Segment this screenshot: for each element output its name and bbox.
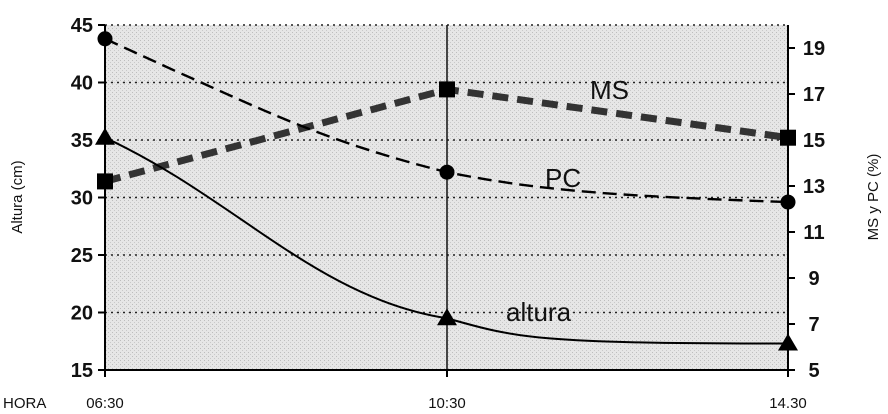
right-tick-label: 17 xyxy=(803,84,825,106)
series-point-altura xyxy=(95,127,115,145)
left-tick-label: 45 xyxy=(71,15,93,37)
x-axis-label: HORA xyxy=(3,395,46,412)
series-layer xyxy=(95,31,798,351)
left-tick-label: 15 xyxy=(71,360,93,382)
right-tick-label: 15 xyxy=(803,130,825,152)
right-tick-label: 11 xyxy=(803,222,824,244)
axes: 15 20 25 30 35 40 45 5 7 9 11 13 15 17 19 06:30 10:30 14.… xyxy=(71,15,825,412)
x-tick-label: 06:30 xyxy=(86,395,124,412)
series-point-ms xyxy=(780,129,796,146)
series-point-ms xyxy=(97,173,113,190)
x-tick-label: 10:30 xyxy=(428,395,466,412)
annotation-pc: PC xyxy=(545,163,581,193)
right-tick-label: 9 xyxy=(808,268,819,290)
right-tick-label: 19 xyxy=(803,38,825,60)
right-tick-label: 7 xyxy=(808,314,819,336)
series-point-pc xyxy=(97,31,113,47)
annotation-ms: MS xyxy=(590,75,629,105)
right-tick-label: 13 xyxy=(803,176,825,198)
left-tick-label: 35 xyxy=(71,130,93,152)
series-point-altura xyxy=(778,333,798,351)
left-tick-label: 30 xyxy=(71,188,93,210)
left-tick-label: 25 xyxy=(71,245,93,267)
left-tick-label: 20 xyxy=(71,303,93,325)
left-tick-label: 40 xyxy=(71,73,93,95)
annotation-altura: altura xyxy=(506,297,572,327)
right-axis-label: MS y PC (%) xyxy=(865,154,882,241)
x-tick-label: 14.30 xyxy=(769,395,807,412)
series-point-altura xyxy=(437,308,457,326)
left-axis-label: Altura (cm) xyxy=(9,160,26,233)
series-point-pc xyxy=(439,164,455,180)
right-tick-label: 5 xyxy=(808,360,819,382)
series-point-pc xyxy=(780,194,796,210)
labels: Altura (cm) MS y PC (%) HORA MS PC altur… xyxy=(3,75,882,412)
series-point-ms xyxy=(439,81,455,98)
